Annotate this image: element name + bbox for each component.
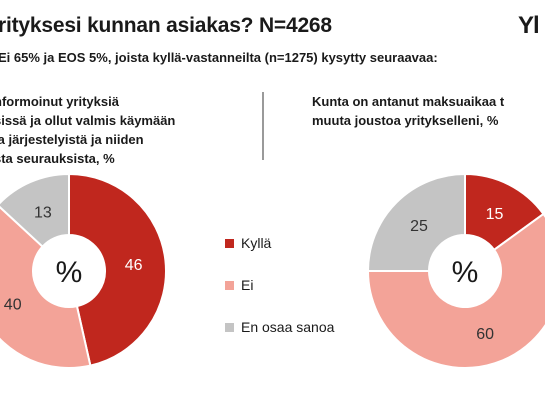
donut2-value-label-eos: 25 <box>410 218 428 235</box>
question-right: Kunta on antanut maksuaikaa t muuta jous… <box>312 92 545 130</box>
legend-swatch-ei <box>225 281 234 290</box>
donut1-value-label-ei: 40 <box>4 297 22 314</box>
question-left-line: nformoinut yrityksiä <box>0 94 119 109</box>
question-left-line: ja järjestelyistä ja niiden <box>0 132 144 147</box>
question-right-line: muuta joustoa yritykselleni, % <box>312 113 499 128</box>
chart-title: rityksesi kunnan asiakas? N=4268 <box>0 14 332 37</box>
legend-swatch-eos <box>225 323 234 332</box>
donut2-value-label-kylla: 15 <box>486 206 504 223</box>
donut2-slice-ei <box>366 212 545 369</box>
donut1-slice-ei <box>0 205 92 369</box>
donut1-center-label: % <box>56 256 83 289</box>
question-left: nformoinut yrityksiä sissä ja ollut valm… <box>0 92 254 168</box>
donut1-value-label-eos: 13 <box>34 204 52 221</box>
donut1-value-label-kylla: 46 <box>125 257 143 274</box>
legend-label: Ei <box>241 277 254 293</box>
donut1-slice-eos <box>0 172 70 248</box>
donut2-value-label-ei: 60 <box>476 326 494 343</box>
chart-subtitle: Ei 65% ja EOS 5%, joista kyllä-vastannei… <box>0 50 438 65</box>
donut2-slice-eos <box>366 172 466 272</box>
donut2-center-label: % <box>452 256 479 289</box>
donut1-slice-kylla <box>68 172 167 367</box>
legend-swatch-kylla <box>225 239 234 248</box>
question-right-line: Kunta on antanut maksuaikaa t <box>312 94 505 109</box>
question-left-line: sta seurauksista, % <box>0 151 115 166</box>
question-left-line: sissä ja ollut valmis käymään <box>0 113 176 128</box>
legend-label: En osaa sanoa <box>241 319 335 335</box>
legend-label: Kyllä <box>241 235 272 251</box>
donut2-slice-kylla <box>464 172 545 252</box>
divider <box>262 92 264 160</box>
yle-logo: Yl <box>518 12 540 39</box>
